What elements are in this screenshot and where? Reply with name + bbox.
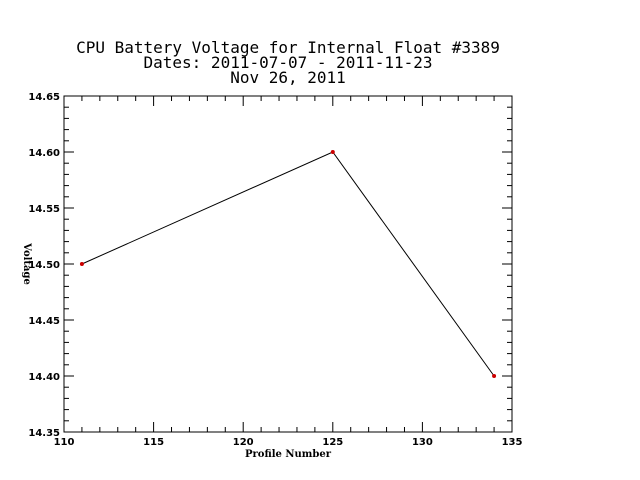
x-tick-labels: 110 115 120 125 130 135 <box>54 437 523 448</box>
title-line-2: Dates: 2011-07-07 - 2011-11-23 <box>144 53 433 72</box>
y-tick-label: 14.35 <box>28 428 60 439</box>
plot-frame <box>63 95 513 433</box>
title-line-1: CPU Battery Voltage for Internal Float #… <box>76 38 500 57</box>
data-point <box>79 262 84 266</box>
x-axis-label: Profile Number <box>245 449 332 460</box>
x-tick-label: 110 <box>54 437 75 448</box>
y-tick-label: 14.45 <box>28 316 60 327</box>
y-tick-label: 14.55 <box>28 204 60 215</box>
x-tick-label: 120 <box>233 437 254 448</box>
y-tick-label: 14.50 <box>28 260 60 271</box>
x-tick-label: 130 <box>412 437 433 448</box>
series-line <box>81 151 495 377</box>
y-tick-label: 14.65 <box>28 92 60 103</box>
x-tick-label: 115 <box>143 437 164 448</box>
x-tick-label: 125 <box>322 437 343 448</box>
y-tick-labels: 14.35 14.40 14.45 14.50 14.55 14.60 14.65 <box>28 92 60 439</box>
data-point <box>492 374 497 378</box>
y-axis-label: Voltage <box>21 242 32 285</box>
chart-title: CPU Battery Voltage for Internal Float #… <box>76 38 500 87</box>
y-tick-label: 14.40 <box>28 372 60 383</box>
y-tick-label: 14.60 <box>28 148 60 159</box>
axis-ticks <box>63 95 513 433</box>
data-series <box>79 150 497 378</box>
data-point <box>330 150 335 154</box>
x-tick-label: 135 <box>502 437 523 448</box>
title-line-3: Nov 26, 2011 <box>230 68 346 87</box>
